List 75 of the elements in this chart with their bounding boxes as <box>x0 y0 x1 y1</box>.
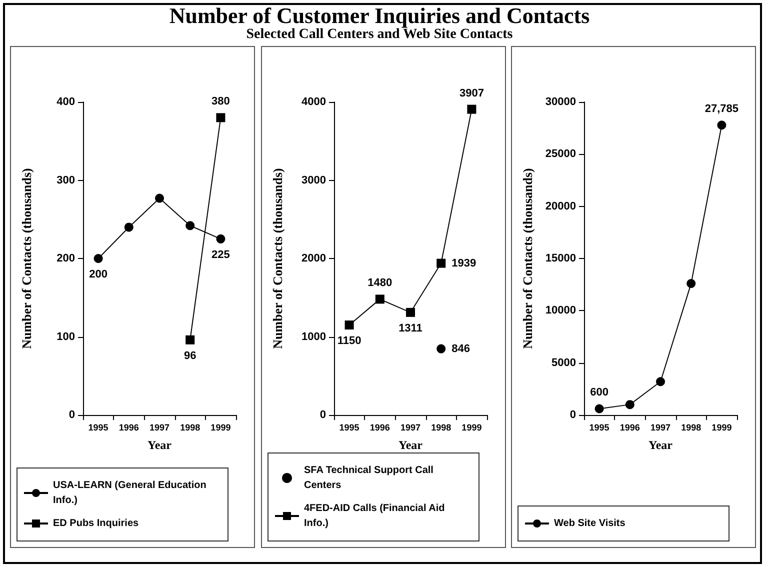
y-tick-label: 30000 <box>545 96 576 108</box>
legend-label: SFA Technical Support Call Centers <box>304 465 436 491</box>
y-tick-label: 10000 <box>545 304 576 317</box>
data-label: 96 <box>184 350 196 362</box>
y-tick-label: 400 <box>56 96 75 108</box>
point <box>94 254 103 263</box>
y-tick-label: 0 <box>570 409 576 421</box>
x-tick-label: 1995 <box>339 422 360 432</box>
data-label: 600 <box>590 386 608 399</box>
point <box>344 320 354 330</box>
y-tick-label: 0 <box>320 409 326 421</box>
x-tick-label: 1996 <box>620 422 640 432</box>
x-tick-label: 1995 <box>589 422 610 432</box>
x-axis-title: Year <box>398 438 424 452</box>
y-tick-label: 1000 <box>302 330 326 343</box>
y-axis-title: Number of Contacts (thousands) <box>520 168 535 349</box>
x-tick-label: 1997 <box>400 422 421 432</box>
data-label: 3907 <box>459 87 484 100</box>
data-label: 200 <box>89 268 108 280</box>
data-label: 225 <box>212 248 230 261</box>
point <box>155 194 164 203</box>
y-tick-label: 0 <box>68 409 75 421</box>
point <box>186 221 195 230</box>
point <box>216 234 226 244</box>
data-label: 1480 <box>368 277 392 290</box>
point <box>717 120 726 130</box>
x-tick-label: 1999 <box>210 422 231 432</box>
data-label: 1311 <box>398 322 422 334</box>
y-tick-label: 20000 <box>545 200 576 212</box>
x-tick-label: 1999 <box>462 422 482 432</box>
text: Number of Customer Inquiries and Contacts <box>168 3 591 28</box>
y-tick-label: 15000 <box>545 252 576 264</box>
y-tick-label: 100 <box>56 330 75 343</box>
legend-label: Web Site Visits <box>554 518 626 529</box>
y-tick-label: 3000 <box>302 174 326 186</box>
data-label: 1939 <box>452 257 476 270</box>
legend-label: USA-LEARN (General Education Info.) <box>53 480 210 506</box>
data-label: 846 <box>452 342 470 355</box>
y-axis-title: Number of Contacts (thousands) <box>270 168 285 349</box>
point <box>436 344 446 354</box>
x-axis-title: Year <box>148 438 172 452</box>
y-tick-label: 4000 <box>302 96 326 108</box>
y-tick-label: 300 <box>56 174 75 186</box>
x-tick-label: 1995 <box>88 422 108 432</box>
point <box>124 222 134 232</box>
x-tick-label: 1996 <box>370 422 390 432</box>
x-tick-label: 1997 <box>149 422 170 432</box>
legend-label: 4FED-AID Calls (Financial Aid Info.) <box>304 503 448 529</box>
x-tick-label: 1998 <box>180 422 200 432</box>
point <box>186 335 195 344</box>
x-tick-label: 1997 <box>650 422 671 432</box>
x-tick-label: 1998 <box>681 422 702 432</box>
data-label: 1150 <box>337 335 362 348</box>
point <box>467 104 476 114</box>
y-tick-label: 25000 <box>545 148 576 160</box>
y-axis-title: Number of Contacts (thousands) <box>19 168 34 349</box>
point <box>216 113 226 122</box>
y-tick-label: 2000 <box>302 252 326 264</box>
y-tick-label: 5000 <box>552 356 576 369</box>
point <box>436 258 446 268</box>
x-tick-label: 1996 <box>118 422 139 432</box>
x-tick-label: 1999 <box>712 422 732 432</box>
point <box>594 404 604 414</box>
data-label: 27,785 <box>704 103 739 116</box>
x-axis-title: Year <box>648 438 674 452</box>
legend-label: ED Pubs Inquiries <box>53 518 140 529</box>
point <box>406 308 415 317</box>
point <box>686 279 696 288</box>
point <box>656 377 665 386</box>
y-tick-label: 200 <box>56 252 75 264</box>
data-label: 380 <box>212 96 230 108</box>
point <box>375 294 384 304</box>
point <box>625 400 634 410</box>
text: Selected Call Centers and Web Site Contacts <box>245 27 514 43</box>
x-tick-label: 1998 <box>431 422 452 432</box>
